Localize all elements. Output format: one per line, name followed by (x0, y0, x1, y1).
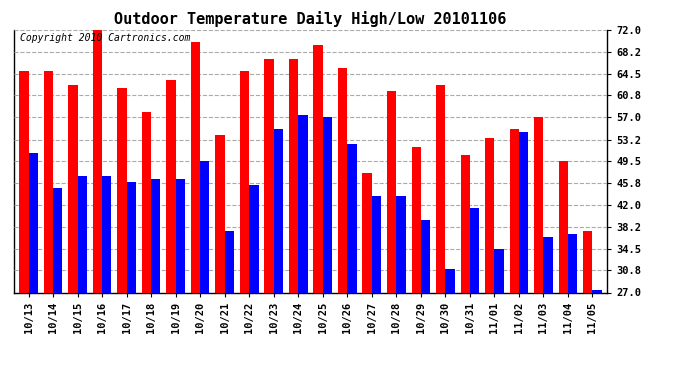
Bar (215, 135, 225, 292)
Bar (421, 220, 430, 292)
Bar (264, 59, 274, 292)
Bar (298, 115, 308, 292)
Bar (583, 231, 593, 292)
Bar (249, 184, 259, 292)
Bar (274, 129, 283, 292)
Bar (362, 173, 372, 292)
Bar (485, 138, 495, 292)
Bar (510, 129, 519, 292)
Bar (568, 234, 578, 292)
Bar (176, 179, 185, 292)
Bar (92, 27, 102, 292)
Bar (372, 196, 381, 292)
Bar (460, 155, 470, 292)
Bar (347, 144, 357, 292)
Bar (240, 71, 249, 292)
Bar (593, 290, 602, 292)
Bar (445, 269, 455, 292)
Bar (411, 147, 421, 292)
Bar (19, 71, 28, 292)
Bar (289, 59, 298, 292)
Bar (387, 91, 396, 292)
Bar (534, 117, 544, 292)
Bar (495, 249, 504, 292)
Bar (68, 86, 77, 292)
Bar (559, 161, 568, 292)
Bar (43, 71, 53, 292)
Bar (544, 237, 553, 292)
Bar (313, 45, 323, 292)
Bar (142, 112, 151, 292)
Bar (77, 176, 87, 292)
Bar (338, 68, 347, 292)
Bar (225, 231, 234, 292)
Bar (151, 179, 161, 292)
Bar (126, 182, 136, 292)
Bar (200, 161, 210, 292)
Bar (53, 188, 62, 292)
Bar (28, 153, 38, 292)
Bar (102, 176, 111, 292)
Bar (470, 208, 479, 292)
Bar (166, 80, 176, 292)
Text: Copyright 2010 Cartronics.com: Copyright 2010 Cartronics.com (20, 33, 190, 43)
Title: Outdoor Temperature Daily High/Low 20101106: Outdoor Temperature Daily High/Low 20101… (115, 12, 506, 27)
Bar (117, 88, 126, 292)
Bar (323, 117, 332, 292)
Bar (396, 196, 406, 292)
Bar (191, 42, 200, 292)
Bar (519, 132, 529, 292)
Bar (436, 86, 445, 292)
